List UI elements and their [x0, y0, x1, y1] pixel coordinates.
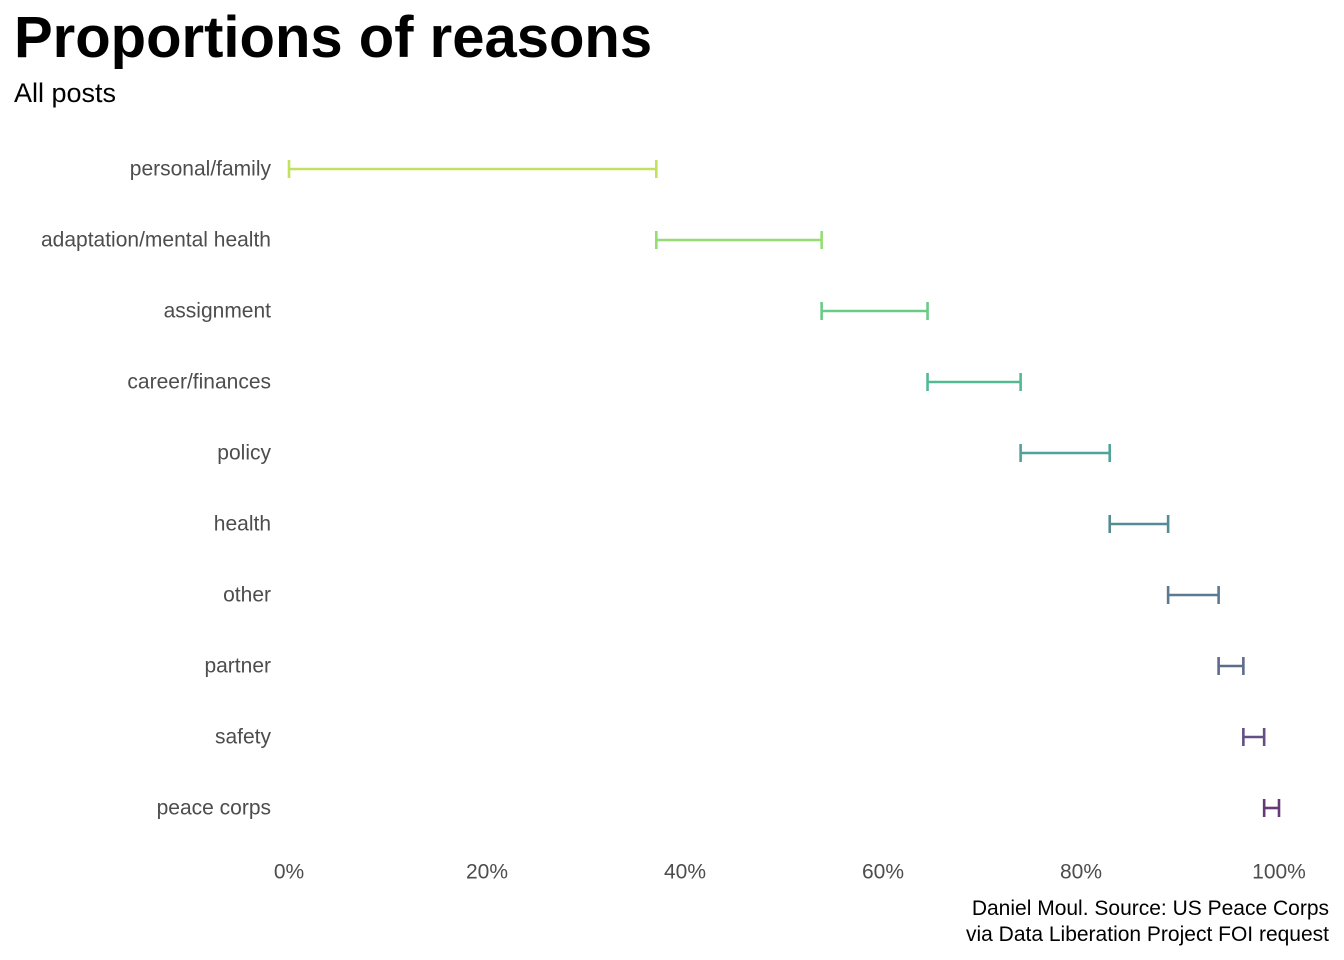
- caption-line-2: via Data Liberation Project FOI request: [965, 923, 1329, 946]
- caption-line-1: Daniel Moul. Source: US Peace Corps: [971, 897, 1329, 920]
- y-label-6: other: [223, 584, 271, 607]
- y-label-3: career/finances: [127, 371, 271, 394]
- y-label-8: safety: [215, 726, 272, 749]
- y-label-9: peace corps: [157, 797, 271, 820]
- x-tick-label-0: 0%: [274, 861, 304, 884]
- error-bar-3: [926, 373, 1022, 391]
- x-tick-label-3: 60%: [862, 861, 904, 884]
- error-bar-8: [1242, 728, 1266, 746]
- error-bar-2: [820, 302, 929, 320]
- error-bar-9: [1262, 799, 1281, 817]
- error-bar-7: [1217, 657, 1245, 675]
- x-tick-label-5: 100%: [1252, 861, 1306, 884]
- x-tick-label-4: 80%: [1060, 861, 1102, 884]
- error-bar-4: [1019, 444, 1112, 462]
- chart-subtitle: All posts: [14, 78, 117, 108]
- y-label-0: personal/family: [130, 158, 272, 181]
- error-bar-5: [1108, 515, 1170, 533]
- chart-caption: Daniel Moul. Source: US Peace Corps via …: [966, 896, 1329, 948]
- chart-title: Proportions of reasons: [14, 5, 653, 70]
- error-bars: [287, 160, 1281, 817]
- error-bar-6: [1166, 586, 1220, 604]
- error-bar-1: [654, 231, 823, 249]
- y-label-2: assignment: [164, 300, 272, 323]
- y-label-4: policy: [217, 442, 271, 465]
- x-tick-label-2: 40%: [664, 861, 706, 884]
- y-label-7: partner: [204, 655, 271, 678]
- x-tick-label-1: 20%: [466, 861, 508, 884]
- y-axis-labels: personal/family adaptation/mental health a…: [41, 158, 272, 820]
- error-bar-0: [287, 160, 658, 178]
- x-axis-tick-labels: 0% 20% 40% 60% 80% 100%: [274, 861, 1306, 884]
- y-label-1: adaptation/mental health: [41, 229, 271, 252]
- y-label-5: health: [214, 513, 271, 536]
